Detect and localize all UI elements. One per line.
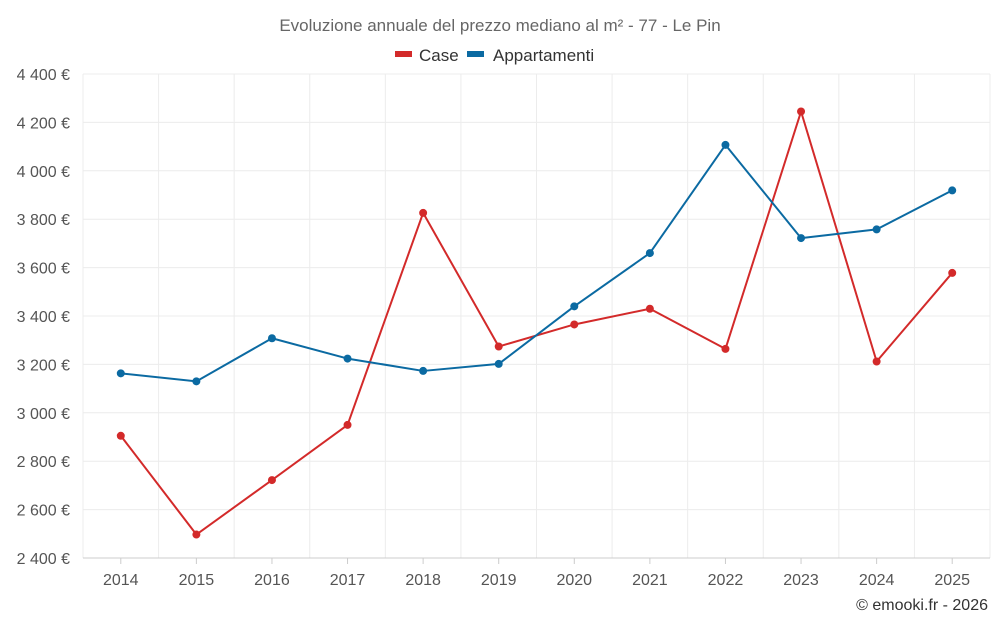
data-point[interactable] [192,377,201,386]
y-tick-label: 2 400 € [17,551,70,568]
data-point[interactable] [645,304,654,313]
series-appartamenti [116,140,957,386]
y-tick-label: 3 800 € [17,212,70,229]
data-point[interactable] [267,476,276,485]
y-tick-label: 2 600 € [17,503,70,520]
x-tick-label: 2025 [934,572,970,589]
data-point[interactable] [494,342,503,351]
y-tick-label: 2 800 € [17,454,70,471]
y-tick-label: 4 000 € [17,164,70,181]
legend-swatch [395,51,412,57]
data-point[interactable] [343,354,352,363]
data-point[interactable] [343,420,352,429]
legend-label[interactable]: Case [419,46,459,65]
data-point[interactable] [192,530,201,539]
data-point[interactable] [419,366,428,375]
series-line [120,143,953,383]
data-point[interactable] [419,208,428,217]
series [116,107,957,539]
x-tick-label: 2020 [556,572,592,589]
data-point[interactable] [797,234,806,243]
data-point[interactable] [948,186,957,195]
y-tick-label: 3 000 € [17,406,70,423]
data-point[interactable] [872,225,881,234]
data-point[interactable] [116,369,125,378]
y-tick-label: 3 400 € [17,309,70,326]
grid [82,73,991,559]
y-tick-label: 3 600 € [17,261,70,278]
data-point[interactable] [872,357,881,366]
data-point[interactable] [267,334,276,343]
x-tick-label: 2018 [405,572,441,589]
legend: Case Appartamenti [395,46,594,65]
x-tick-label: 2021 [632,572,668,589]
legend-swatch [467,51,484,57]
x-tick-label: 2024 [859,572,895,589]
data-point[interactable] [570,302,579,311]
x-tick-label: 2019 [481,572,517,589]
data-point[interactable] [645,249,654,258]
x-tick-label: 2015 [179,572,215,589]
axes: 2 400 € 2 600 € 2 800 € 3 000 € 3 200 € 3 400… [17,67,990,589]
data-point[interactable] [116,431,125,440]
data-point[interactable] [948,268,957,277]
data-point[interactable] [721,344,730,353]
copyright-text: © emooki.fr - 2026 [856,597,988,614]
chart-title: Evoluzione annuale del prezzo mediano al… [279,16,720,35]
data-point[interactable] [721,140,730,149]
x-tick-label: 2022 [708,572,744,589]
y-tick-label: 4 400 € [17,67,70,84]
legend-label[interactable]: Appartamenti [493,46,594,65]
x-tick-label: 2014 [103,572,139,589]
x-tick-label: 2017 [330,572,366,589]
data-point[interactable] [570,320,579,329]
x-tick-label: 2023 [783,572,819,589]
data-point[interactable] [494,359,503,368]
x-tick-label: 2016 [254,572,290,589]
y-tick-label: 4 200 € [17,115,70,132]
y-tick-label: 3 200 € [17,357,70,374]
data-point[interactable] [797,107,806,116]
